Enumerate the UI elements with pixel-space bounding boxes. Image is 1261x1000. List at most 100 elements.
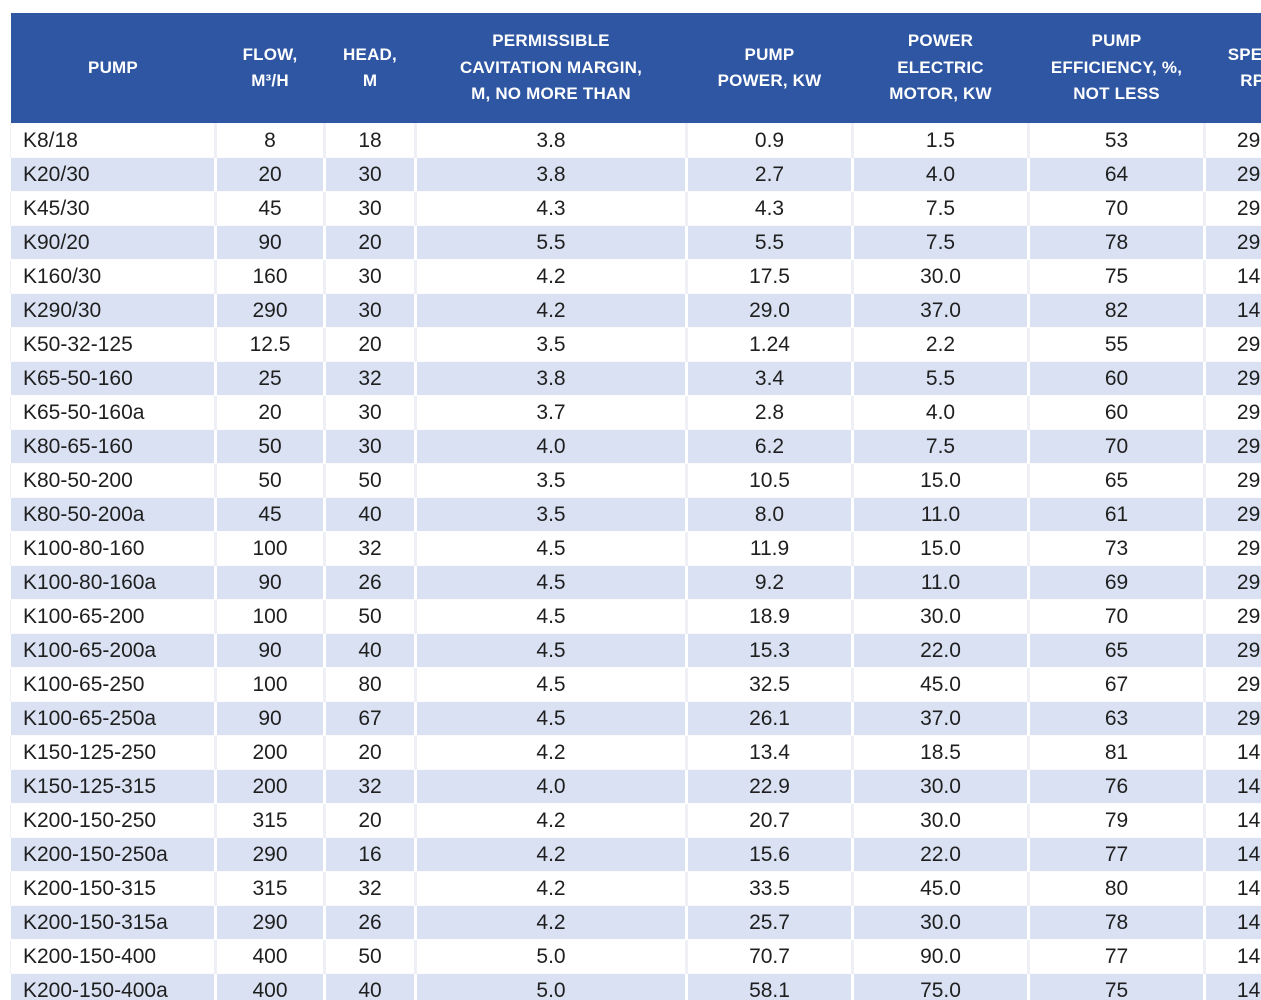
cell-head_m: 20 xyxy=(323,225,416,260)
cell-efficiency_pct: 67 xyxy=(1027,667,1205,702)
cell-cavitation_margin_m: 4.0 xyxy=(414,429,687,464)
cell-pump: K160/30 xyxy=(10,259,216,294)
cell-cavitation_margin_m: 3.7 xyxy=(414,395,687,430)
cell-speed_rpm: 2900 xyxy=(1203,225,1261,260)
cell-flow_m3h: 90 xyxy=(214,633,325,668)
cell-head_m: 20 xyxy=(323,327,416,362)
cell-pump: K200-150-315 xyxy=(10,871,216,906)
cell-pump_power_kw: 25.7 xyxy=(685,905,853,940)
cell-speed_rpm: 1450 xyxy=(1203,973,1261,1000)
cell-pump: K8/18 xyxy=(10,123,216,158)
cell-pump: K100-65-200a xyxy=(10,633,216,668)
cell-efficiency_pct: 81 xyxy=(1027,735,1205,770)
cell-speed_rpm: 2900 xyxy=(1203,191,1261,226)
cell-motor_power_kw: 30.0 xyxy=(851,769,1029,804)
cell-motor_power_kw: 37.0 xyxy=(851,293,1029,328)
cell-motor_power_kw: 30.0 xyxy=(851,905,1029,940)
cell-pump_power_kw: 22.9 xyxy=(685,769,853,804)
cell-speed_rpm: 2900 xyxy=(1203,667,1261,702)
cell-cavitation_margin_m: 4.0 xyxy=(414,769,687,804)
cell-flow_m3h: 50 xyxy=(214,429,325,464)
cell-pump: K80-65-160 xyxy=(10,429,216,464)
cell-efficiency_pct: 70 xyxy=(1027,191,1205,226)
cell-efficiency_pct: 69 xyxy=(1027,565,1205,600)
cell-speed_rpm: 2900 xyxy=(1203,327,1261,362)
cell-head_m: 20 xyxy=(323,803,416,838)
cell-head_m: 30 xyxy=(323,259,416,294)
cell-cavitation_margin_m: 4.2 xyxy=(414,259,687,294)
cell-pump: K290/30 xyxy=(10,293,216,328)
cell-head_m: 30 xyxy=(323,293,416,328)
cell-motor_power_kw: 22.0 xyxy=(851,633,1029,668)
cell-efficiency_pct: 65 xyxy=(1027,633,1205,668)
cell-efficiency_pct: 78 xyxy=(1027,225,1205,260)
cell-cavitation_margin_m: 4.2 xyxy=(414,905,687,940)
cell-head_m: 26 xyxy=(323,905,416,940)
cell-head_m: 50 xyxy=(323,939,416,974)
cell-motor_power_kw: 5.5 xyxy=(851,361,1029,396)
cell-motor_power_kw: 7.5 xyxy=(851,225,1029,260)
cell-pump: K150-125-250 xyxy=(10,735,216,770)
cell-pump_power_kw: 26.1 xyxy=(685,701,853,736)
cell-cavitation_margin_m: 4.3 xyxy=(414,191,687,226)
cell-pump_power_kw: 32.5 xyxy=(685,667,853,702)
cell-flow_m3h: 45 xyxy=(214,497,325,532)
cell-pump: K90/20 xyxy=(10,225,216,260)
cell-pump_power_kw: 13.4 xyxy=(685,735,853,770)
cell-efficiency_pct: 73 xyxy=(1027,531,1205,566)
cell-head_m: 32 xyxy=(323,769,416,804)
cell-pump_power_kw: 9.2 xyxy=(685,565,853,600)
cell-cavitation_margin_m: 4.2 xyxy=(414,803,687,838)
cell-head_m: 50 xyxy=(323,463,416,498)
cell-efficiency_pct: 75 xyxy=(1027,973,1205,1000)
table-body: K8/188183.80.91.5532900K20/3020303.82.74… xyxy=(10,123,1261,1000)
column-header-speed_rpm: SPEED, RPM xyxy=(1204,13,1261,124)
cell-flow_m3h: 290 xyxy=(214,905,325,940)
cell-cavitation_margin_m: 4.5 xyxy=(414,633,687,668)
cell-cavitation_margin_m: 5.0 xyxy=(414,973,687,1000)
cell-speed_rpm: 1450 xyxy=(1203,939,1261,974)
cell-cavitation_margin_m: 5.0 xyxy=(414,939,687,974)
cell-speed_rpm: 2900 xyxy=(1203,429,1261,464)
cell-head_m: 32 xyxy=(323,361,416,396)
column-header-pump_power_kw: PUMP POWER, KW xyxy=(686,13,853,124)
cell-head_m: 40 xyxy=(323,633,416,668)
cell-speed_rpm: 1450 xyxy=(1203,769,1261,804)
cell-efficiency_pct: 80 xyxy=(1027,871,1205,906)
cell-efficiency_pct: 63 xyxy=(1027,701,1205,736)
cell-flow_m3h: 290 xyxy=(214,293,325,328)
cell-motor_power_kw: 15.0 xyxy=(851,463,1029,498)
cell-efficiency_pct: 53 xyxy=(1027,123,1205,158)
cell-head_m: 30 xyxy=(323,157,416,192)
column-header-pump: PUMP xyxy=(10,13,216,124)
column-header-motor_power_kw: POWER ELECTRIC MOTOR, KW xyxy=(852,13,1029,124)
cell-efficiency_pct: 77 xyxy=(1027,837,1205,872)
cell-pump: K80-50-200a xyxy=(10,497,216,532)
cell-motor_power_kw: 11.0 xyxy=(851,565,1029,600)
cell-cavitation_margin_m: 4.5 xyxy=(414,667,687,702)
cell-pump_power_kw: 1.24 xyxy=(685,327,853,362)
cell-pump: K100-65-250 xyxy=(10,667,216,702)
cell-pump_power_kw: 15.6 xyxy=(685,837,853,872)
cell-head_m: 18 xyxy=(323,123,416,158)
cell-speed_rpm: 1450 xyxy=(1203,259,1261,294)
cell-flow_m3h: 25 xyxy=(214,361,325,396)
cell-cavitation_margin_m: 4.5 xyxy=(414,599,687,634)
cell-flow_m3h: 200 xyxy=(214,735,325,770)
cell-speed_rpm: 2900 xyxy=(1203,123,1261,158)
cell-pump: K50-32-125 xyxy=(10,327,216,362)
cell-head_m: 30 xyxy=(323,429,416,464)
cell-pump_power_kw: 6.2 xyxy=(685,429,853,464)
cell-pump_power_kw: 4.3 xyxy=(685,191,853,226)
cell-pump_power_kw: 0.9 xyxy=(685,123,853,158)
cell-flow_m3h: 100 xyxy=(214,531,325,566)
